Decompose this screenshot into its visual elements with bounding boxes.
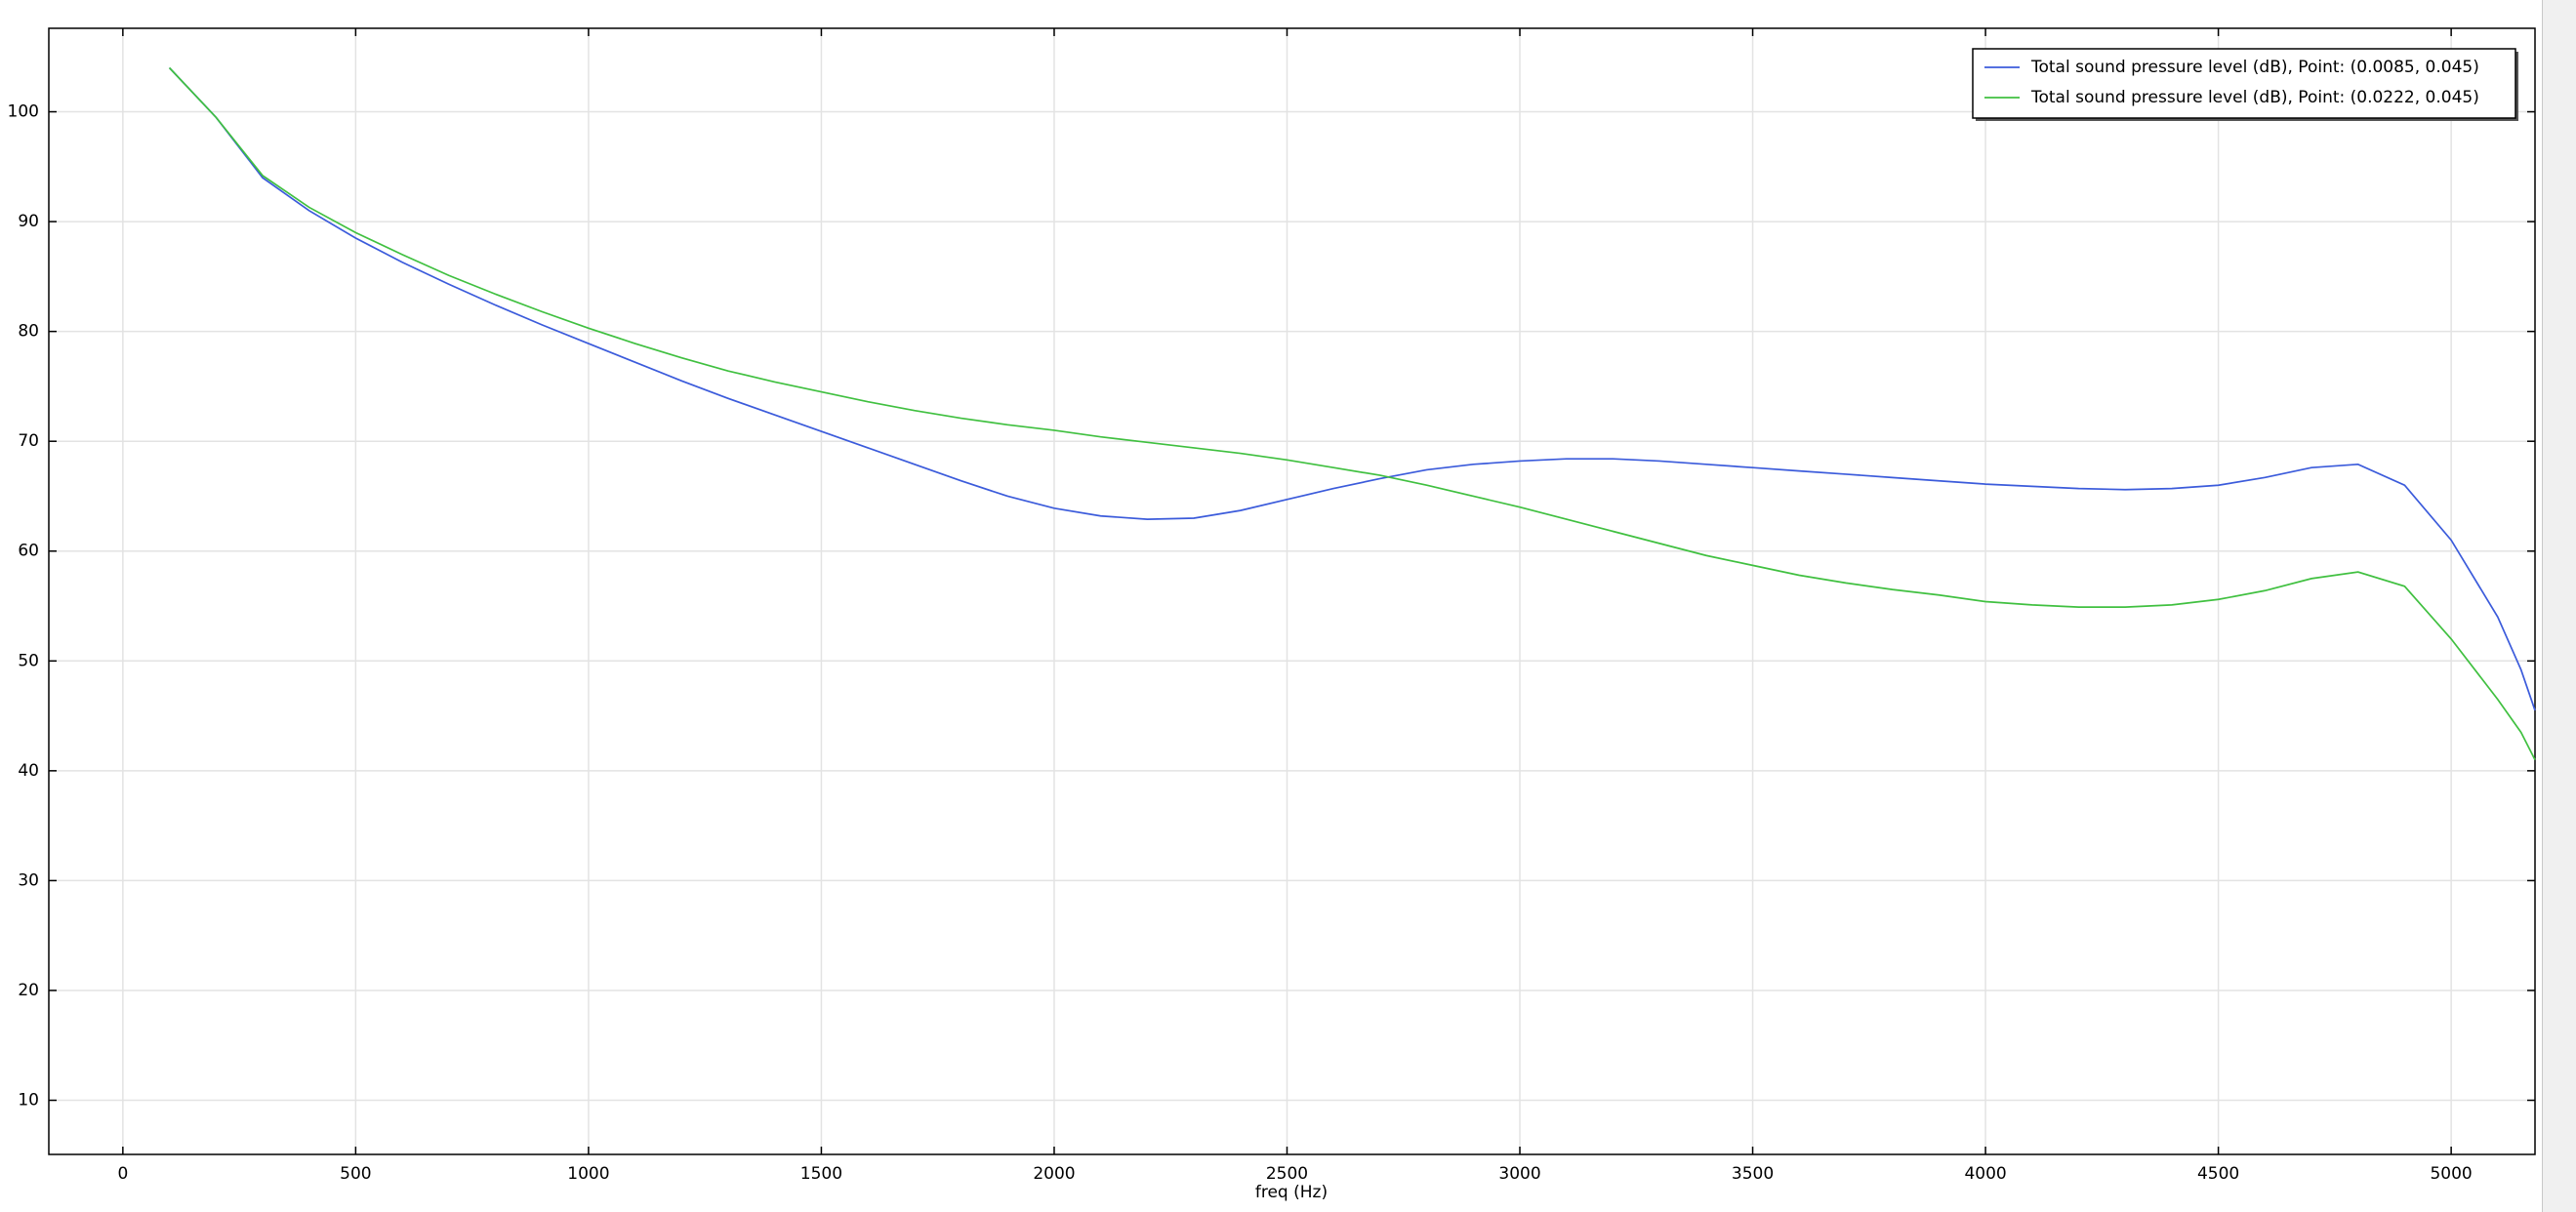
y-tick-label: 70 <box>18 431 39 451</box>
x-axis-label: freq (Hz) <box>1255 1183 1328 1202</box>
x-tick-label: 3500 <box>1732 1164 1774 1184</box>
y-tick-label: 10 <box>18 1091 39 1111</box>
y-tick-label: 80 <box>18 322 39 342</box>
legend-label: Total sound pressure level (dB), Point: … <box>2030 88 2479 107</box>
y-tick-label: 90 <box>18 212 39 231</box>
side-panel <box>2542 0 2576 1212</box>
y-tick-label: 50 <box>18 651 39 670</box>
x-tick-label: 1500 <box>800 1164 842 1184</box>
x-tick-label: 0 <box>117 1164 128 1184</box>
y-tick-label: 100 <box>8 102 39 122</box>
y-tick-label: 30 <box>18 870 39 890</box>
plot-frame <box>48 27 2536 1155</box>
y-tick-label: 20 <box>18 981 39 1000</box>
legend-box <box>1972 48 2516 119</box>
y-tick-label: 60 <box>18 542 39 561</box>
y-tick-label: 40 <box>18 761 39 781</box>
x-tick-label: 4500 <box>2197 1164 2239 1184</box>
x-tick-label: 2500 <box>1266 1164 1308 1184</box>
x-tick-label: 2000 <box>1033 1164 1075 1184</box>
x-tick-label: 1000 <box>567 1164 609 1184</box>
x-tick-label: 500 <box>340 1164 371 1184</box>
data-line <box>168 66 2536 760</box>
plot-area <box>49 28 2535 1154</box>
legend-label: Total sound pressure level (dB), Point: … <box>2030 58 2479 77</box>
x-tick-label: 3000 <box>1498 1164 1540 1184</box>
x-tick-label: 4000 <box>1964 1164 2006 1184</box>
x-tick-label: 5000 <box>2430 1164 2472 1184</box>
data-line <box>168 66 2536 711</box>
